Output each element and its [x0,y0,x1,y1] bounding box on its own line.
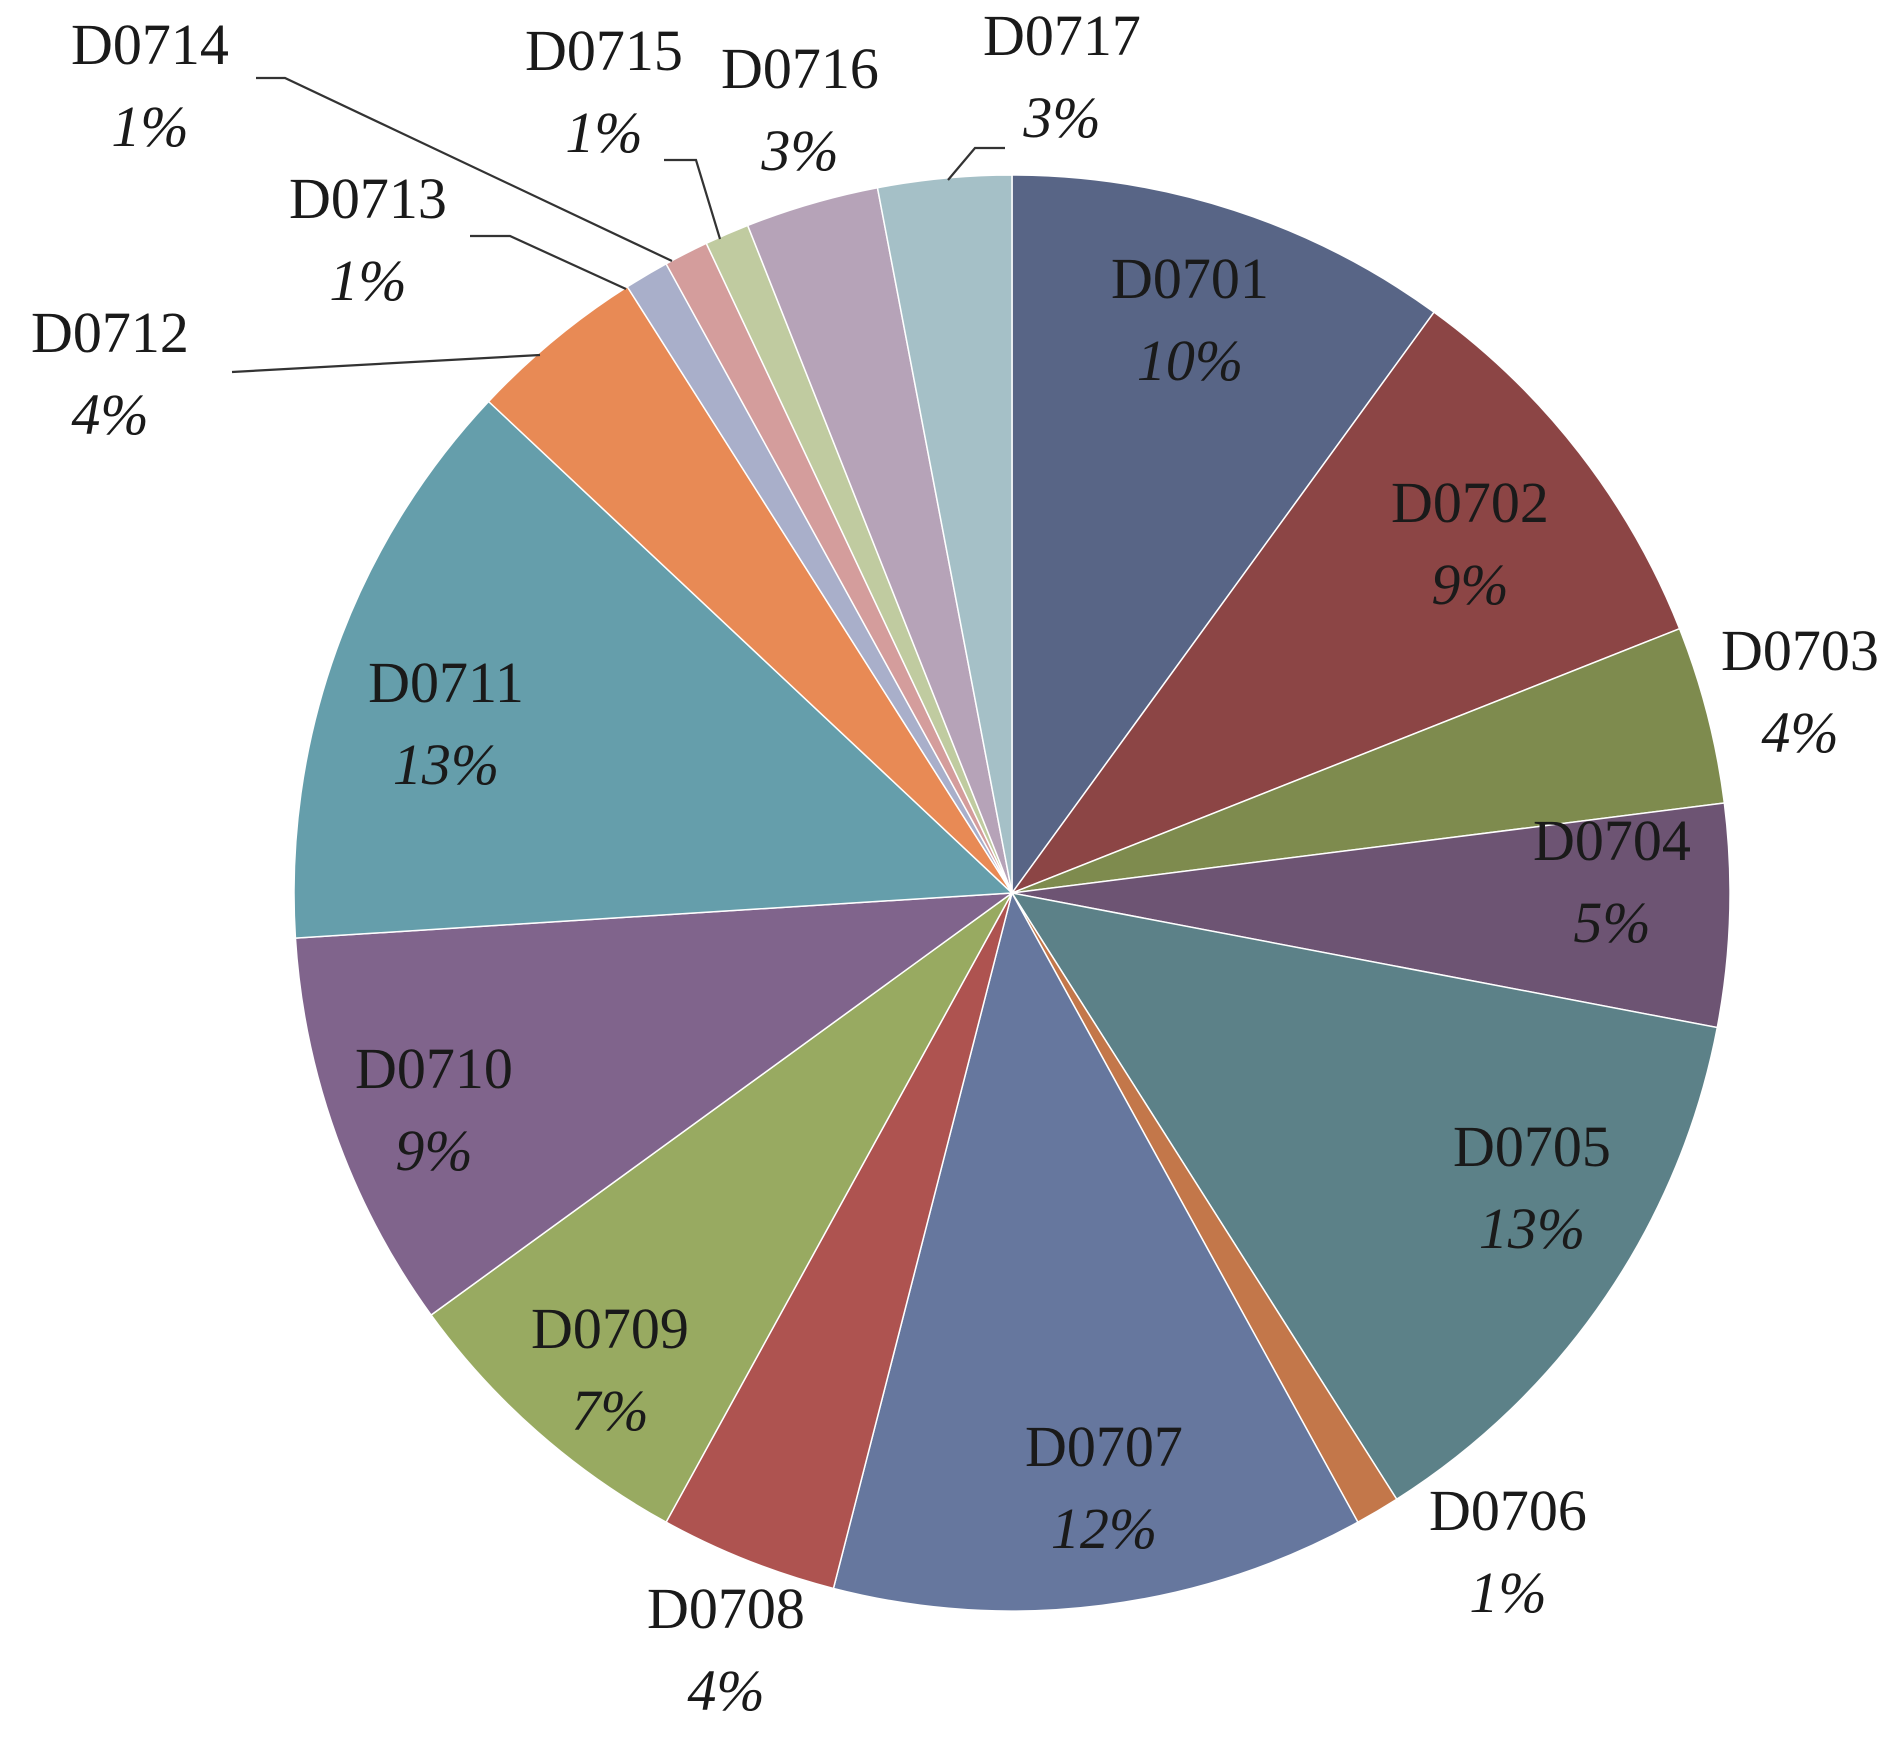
slice-category-label: D0706 [1429,1478,1587,1543]
slice-label-d0715: D0715 1% [525,18,683,165]
slice-label-d0702: D0702 9% [1391,470,1549,617]
slice-label-d0710: D0710 9% [355,1036,513,1183]
pie-slice-d0702 [1009,311,1681,895]
pie-slice-d0717 [876,174,1013,894]
slice-category-label: D0705 [1453,1114,1611,1179]
slice-category-label: D0711 [368,650,524,715]
slice-percentage-label: 1% [329,248,406,313]
slice-percentage-label: 10% [1137,328,1243,393]
slice-label-d0701: D0701 10% [1111,246,1269,393]
slice-percentage-label: 9% [395,1118,472,1183]
slice-label-d0713: D0713 1% [289,166,447,313]
slice-percentage-label: 1% [565,100,642,165]
leader-line-d0712 [231,353,541,374]
pie-slice-d0703 [1011,627,1726,894]
slice-category-label: D0710 [355,1036,513,1101]
slice-label-d0708: D0708 4% [647,1576,805,1723]
slice-labels: D0701 10%D0702 9%D0703 4%D0704 5%D0705 13%D07… [31,3,1879,1723]
slice-percentage-label: 7% [571,1378,648,1443]
slice-percentage-label: 12% [1051,1496,1157,1561]
slice-label-d0704: D0704 5% [1533,808,1691,955]
slice-category-label: D0717 [983,3,1141,68]
slice-category-label: D0702 [1391,470,1549,535]
slice-label-d0707: D0707 12% [1025,1414,1183,1561]
slice-category-label: D0716 [721,36,879,101]
slice-label-d0711: D0711 13% [368,650,524,797]
pie-slice-d0709 [430,892,1013,1524]
leader-lines [231,76,1005,374]
leader-line-d0715 [664,158,722,240]
slice-percentage-label: 3% [1022,85,1100,150]
slice-percentage-label: 4% [1761,700,1838,765]
leader-line-d0713 [470,234,627,291]
slice-category-label: D0713 [289,166,447,231]
pie-slice-d0710 [294,892,1015,1317]
slice-label-d0712: D0712 4% [31,300,189,447]
slice-label-d0717: D0717 3% [983,3,1141,150]
slice-label-d0716: D0716 3% [721,36,879,183]
slice-category-label: D0707 [1025,1414,1183,1479]
slice-percentage-label: 1% [111,94,188,159]
slice-percentage-label: 13% [393,732,499,797]
slice-category-label: D0708 [647,1576,805,1641]
slice-category-label: D0712 [31,300,189,365]
pie-slice-d0705 [1010,891,1719,1501]
pie-slice-d0708 [665,892,1013,1590]
slice-percentage-label: 9% [1431,552,1508,617]
leader-line-d0717 [947,146,1005,181]
pie-slice-d0707 [832,890,1359,1612]
pie-slice-d0704 [1011,802,1731,1029]
slice-label-d0709: D0709 7% [531,1296,689,1443]
leader-line-d0714 [256,76,673,262]
slice-label-d0706: D0706 1% [1429,1478,1587,1625]
slice-category-label: D0714 [71,12,229,77]
slice-label-d0703: D0703 4% [1721,618,1879,765]
slice-percentage-label: 4% [687,1658,764,1723]
pie-slice-d0701 [1011,174,1436,896]
slice-label-d0714: D0714 1% [71,12,229,159]
slice-category-label: D0715 [525,18,683,83]
slice-category-label: D0703 [1721,618,1879,683]
slice-percentage-label: 1% [1469,1560,1546,1625]
slice-percentage-label: 4% [71,382,148,447]
slice-category-label: D0704 [1533,808,1691,873]
slice-percentage-label: 5% [1573,890,1650,955]
slice-category-label: D0701 [1111,246,1269,311]
slice-label-d0705: D0705 13% [1453,1114,1611,1261]
slice-category-label: D0709 [531,1296,689,1361]
slice-percentage-label: 3% [760,118,838,183]
pie-slices [293,174,1731,1612]
pie-slice-d0711 [293,400,1014,939]
slice-percentage-label: 13% [1479,1196,1585,1261]
